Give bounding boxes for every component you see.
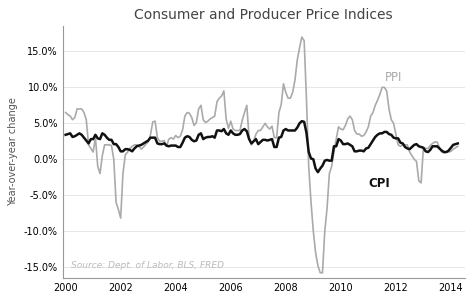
Y-axis label: Year-over-year change: Year-over-year change [9,98,18,206]
Title: Consumer and Producer Price Indices: Consumer and Producer Price Indices [134,8,393,22]
Text: CPI: CPI [368,177,390,190]
Text: Source: Dept. of Labor, BLS, FRED: Source: Dept. of Labor, BLS, FRED [71,261,224,270]
Text: PPI: PPI [385,71,402,84]
